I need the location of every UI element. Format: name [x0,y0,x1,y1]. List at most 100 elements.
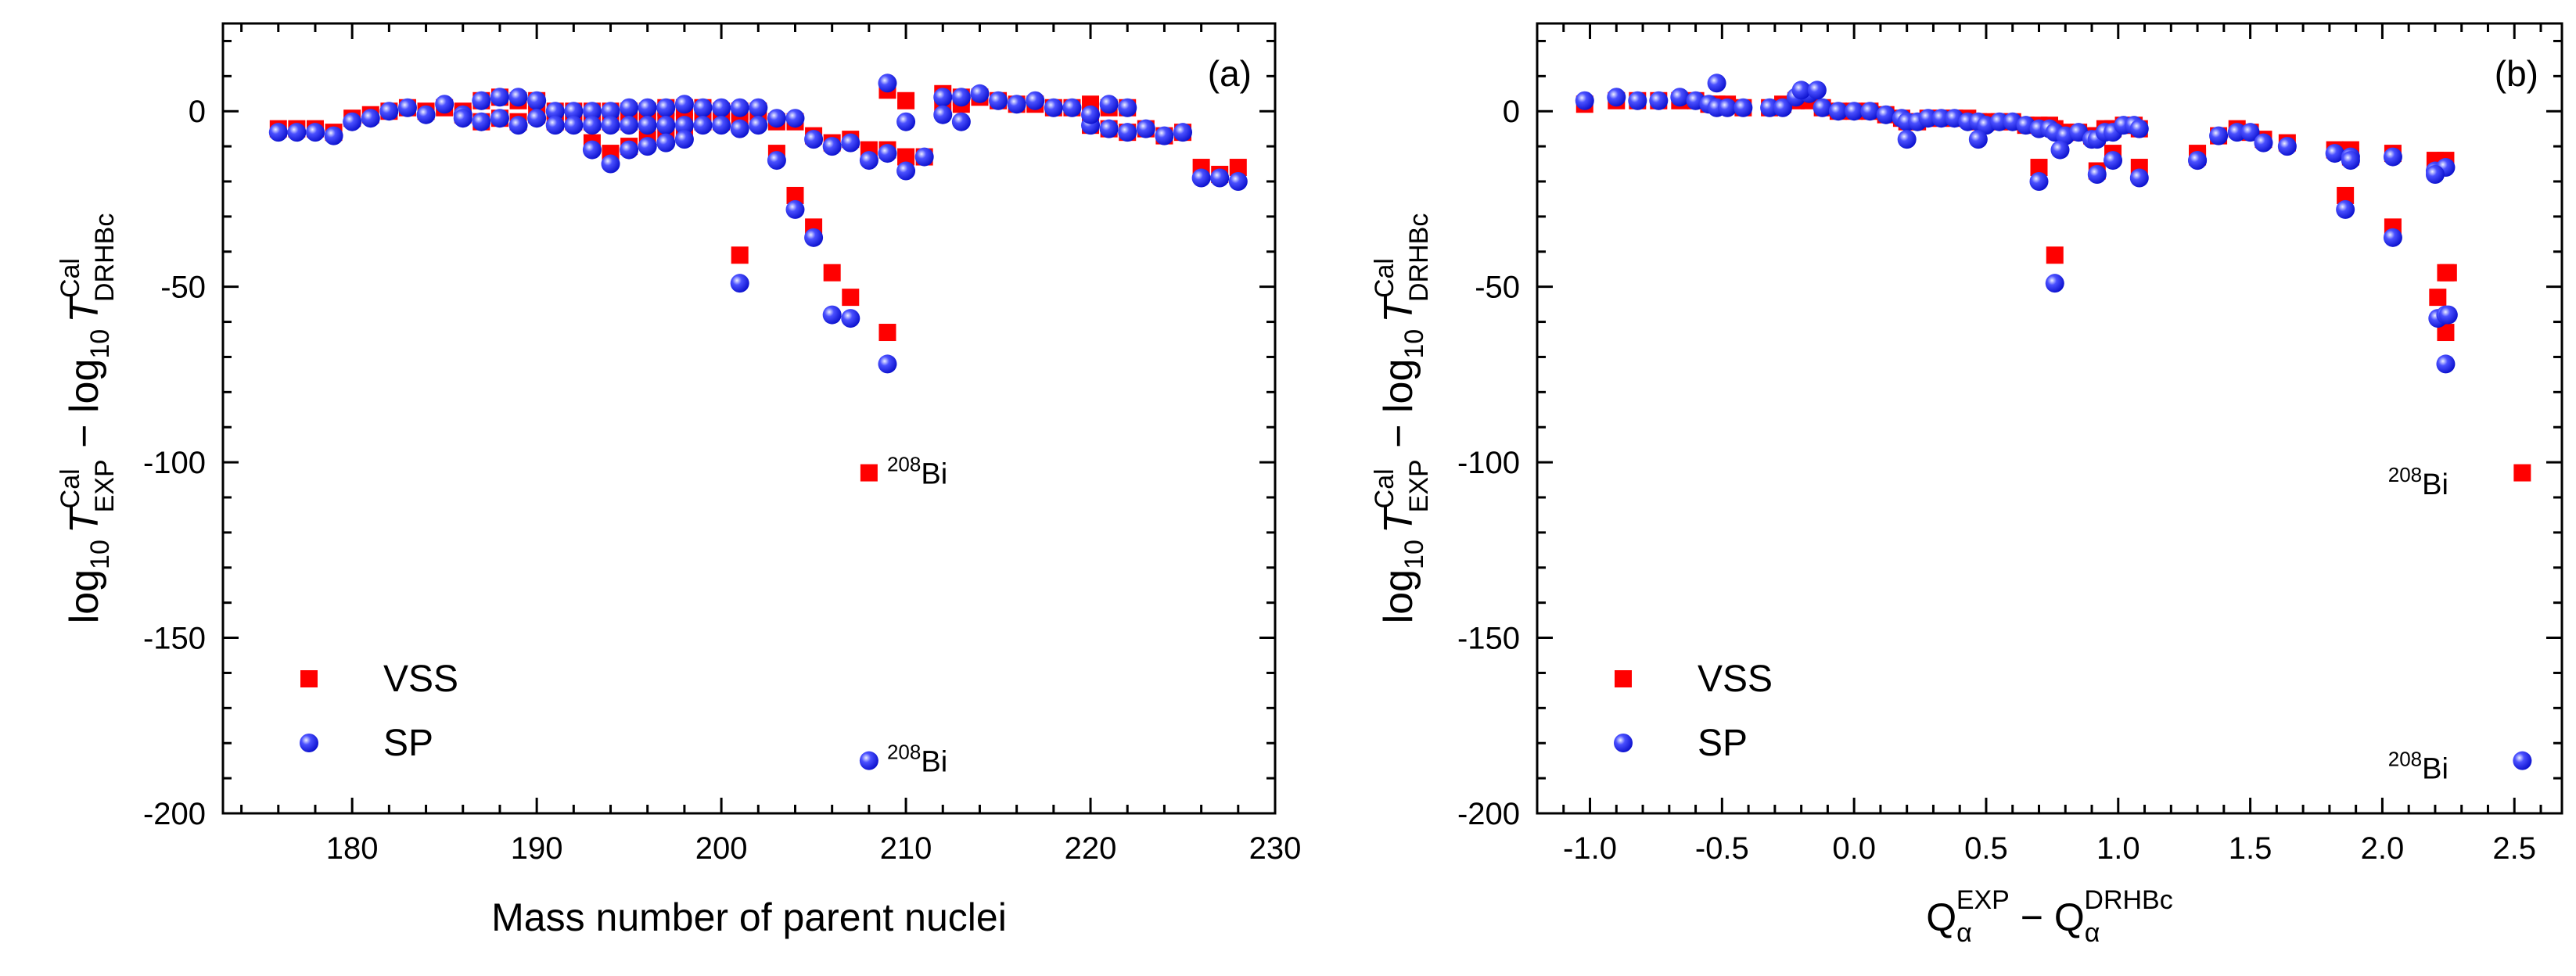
sp-point [804,228,824,247]
sp-point [638,137,657,156]
annotation-text: Bi [921,458,947,491]
legend-sp-marker [300,734,318,752]
legend-vss-label: VSS [1698,658,1773,700]
sp-point [435,95,454,114]
sp-point [527,91,547,110]
vss-point [1229,159,1247,177]
sp-point [1628,91,1647,110]
annotation-208bi: 208Bi [2388,748,2448,786]
legend-vss-marker [1615,670,1632,687]
y-label-sup: Cal [1370,258,1399,298]
annotation-208bi: 208Bi [2388,463,2448,501]
vss-point [731,246,749,264]
y-tick-label: -150 [1457,622,1520,656]
legend-sp-marker [1614,734,1633,752]
vss-point [860,464,878,482]
sp-point [2425,165,2445,185]
vss-point [897,92,915,109]
sp-point [287,123,307,142]
y-tick-label: 0 [1503,95,1520,129]
series-vss [269,81,1247,482]
x-tick-label: -1.0 [1563,831,1617,866]
sp-point [472,91,491,110]
annotation-208bi: 208Bi [887,741,947,779]
sp-point [878,74,897,93]
sp-point [785,199,805,219]
annotation-sup: 208 [2388,748,2422,771]
vss-point [2429,289,2447,307]
sp-point [1026,91,1045,110]
sp-point [1649,91,1669,110]
y-tick-label: -100 [143,446,206,480]
y-tick-label: -200 [1457,797,1520,831]
panel-label: (b) [2495,53,2538,94]
sp-point [2129,168,2149,188]
y-label-sub: EXP [1404,459,1434,512]
sp-point [712,116,731,135]
y-label-T: T [1376,296,1421,323]
y-tick-label: -150 [143,622,206,656]
sp-point [1734,98,1753,117]
sp-point [1607,88,1626,107]
y-label-T: T [1376,506,1421,533]
sp-point [2087,165,2107,185]
chart-panel-a: 180 190 200 210 220 230 0 -50 -100 -150 -200 (a) log… [56,22,1301,939]
vss-point [2046,246,2064,264]
vss-point [2437,324,2455,342]
x-label-sup: EXP [1956,885,2010,915]
y-tick-label: -200 [143,797,206,831]
legend-sp-label: SP [1698,723,1748,764]
sp-point [896,161,916,181]
sp-point [601,154,620,174]
sp-point [1099,95,1119,114]
sp-point [1118,123,1137,142]
sp-point [508,88,528,107]
sp-point [472,112,491,131]
sp-point [379,102,399,121]
y-axis-label: log10TCal EXP − log10TCal DRHBc [1370,214,1434,624]
annotation-208bi: 208Bi [887,453,947,491]
sp-point [1118,98,1137,117]
annotation-sup: 208 [887,453,921,476]
series-sp [1575,74,2532,770]
sp-point [2029,172,2049,191]
sp-point [638,98,657,117]
sp-point [2383,147,2402,167]
sp-point [490,88,509,107]
sp-point [674,116,694,135]
sp-point [1989,112,2009,131]
y-label-minus-log: − log [62,359,107,460]
plot-frame [1536,22,2563,815]
sp-point [693,116,713,135]
sp-point [674,95,694,114]
sp-point [545,116,565,135]
sp-point [2104,151,2123,170]
y-tick-label: -50 [160,271,206,305]
sp-point [305,123,325,142]
x-label-Q: Q [1926,895,1956,939]
vss-point [897,148,915,166]
sp-point [785,109,805,128]
x-label-minus-Q: − Q [2010,895,2085,939]
y-label-sub: 10 [85,329,115,359]
sp-point [2436,354,2456,374]
sp-point [361,109,380,128]
sp-point [730,98,749,117]
sp-point [1081,105,1101,124]
vss-point [786,186,804,204]
sp-point [859,751,878,770]
y-label-log: log [62,569,107,623]
sp-point [2227,123,2247,142]
sp-point [656,116,676,135]
sp-point [1968,130,1988,149]
sp-point [527,109,547,128]
sp-point [1007,95,1026,114]
y-label-sub: EXP [90,459,120,512]
y-label-sub: 10 [1399,540,1429,569]
sp-point [730,119,749,138]
sp-point [620,98,639,117]
sp-point [841,133,860,152]
y-label-sub: DRHBc [1404,214,1434,302]
sp-point [656,98,676,117]
annotation-text: Bi [2422,753,2448,786]
